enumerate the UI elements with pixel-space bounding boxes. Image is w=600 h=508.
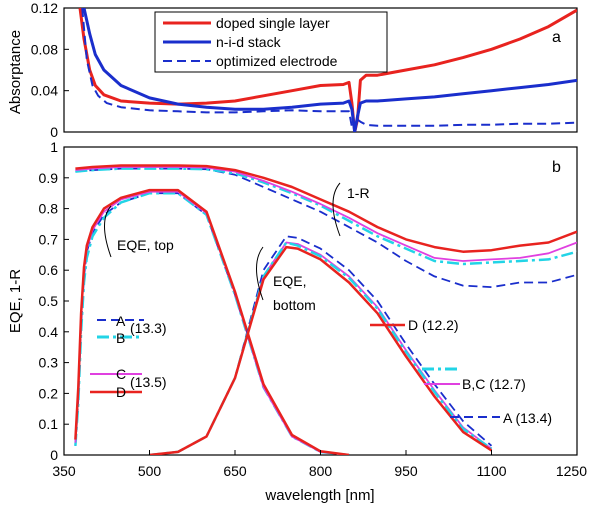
annotation-d-bottom: D (12.2)	[408, 317, 459, 333]
legend-label-optimized-electrode: optimized electrode	[216, 53, 338, 69]
legend-entry-n-i-d-stack: n-i-d stack	[163, 34, 282, 50]
annotation-eqe-bottom-2: bottom	[273, 297, 316, 313]
series-line-1-r-magenta	[75, 166, 577, 262]
x-tick-label: 350	[52, 463, 76, 479]
x-tick-label: 500	[138, 463, 162, 479]
x-tick-label: 950	[394, 463, 418, 479]
panel-b-y-axis: 0 0.1 0.2 0.3 0.4 0.5 0.6 0.7 0.8 0.9 1	[39, 139, 69, 463]
x-tick-label: 1100	[476, 463, 506, 479]
panel-b-y-axis-label: EQE, 1-R	[7, 269, 24, 333]
x-tick-label: 650	[223, 463, 247, 479]
series-line-doped-single-layer	[78, 8, 577, 132]
series-line-1-r-cyan	[75, 167, 577, 266]
legend-entry-doped-single-layer: doped single layer	[163, 15, 330, 31]
annotation-a-top: A	[116, 313, 126, 329]
panel-b-annotations: 1-R EQE, top EQE, bottom A B (13.3) C (1…	[116, 185, 552, 426]
x-tick-label: 1250	[556, 463, 587, 479]
annotation-eqe-bottom-1: EQE,	[273, 273, 306, 289]
annotation-1-r: 1-R	[347, 185, 370, 201]
panel-a-y-axis-label: Absorptance	[7, 30, 24, 114]
y-tick-label: 0.9	[39, 170, 59, 186]
y-tick-label: 0.04	[31, 83, 58, 99]
series-line-eqe-bottom-d	[149, 245, 493, 455]
y-tick-label: 0.3	[39, 355, 59, 371]
panel-b-x-axis-label: wavelength [nm]	[264, 487, 374, 504]
series-line-1-r-doped-single-layer	[75, 164, 577, 253]
y-tick-label: 0.12	[31, 0, 58, 16]
annotation-c-top: C	[116, 366, 126, 382]
panel-b: 0 0.1 0.2 0.3 0.4 0.5 0.6 0.7 0.8 0.9 1 350 500 650 8…	[7, 139, 587, 504]
y-tick-label: 0	[50, 447, 58, 463]
panel-b-label: b	[552, 159, 561, 176]
y-tick-label: 0.8	[39, 201, 59, 217]
y-tick-label: 0.7	[39, 231, 59, 247]
y-tick-label: 0.2	[39, 385, 59, 401]
series-line-eqe-top-d	[74, 188, 350, 455]
annotation-d-top: D	[116, 384, 126, 400]
y-tick-label: 1	[50, 139, 58, 155]
bracket-1-r	[332, 182, 341, 237]
legend-label-doped-single-layer: doped single layer	[216, 15, 330, 31]
annotation-13-3: (13.3)	[130, 320, 167, 336]
annotation-bc-bottom: B,C (12.7)	[462, 376, 526, 392]
legend-entry-optimized-electrode: optimized electrode	[163, 53, 338, 69]
legend-label-n-i-d-stack: n-i-d stack	[216, 34, 282, 50]
series-line-optimized-electrode	[81, 8, 577, 132]
y-tick-label: 0.4	[39, 324, 59, 340]
panel-a-label: a	[552, 29, 561, 46]
panel-b-series	[74, 164, 577, 455]
annotation-a-bottom: A (13.4)	[503, 410, 552, 426]
y-tick-label: 0.6	[39, 262, 59, 278]
x-tick-label: 800	[309, 463, 333, 479]
y-tick-label: 0.5	[39, 293, 59, 309]
annotation-b-top: B	[116, 330, 125, 346]
series-line-n-i-d-stack	[82, 8, 577, 132]
annotation-eqe-top: EQE, top	[117, 237, 174, 253]
panel-a-legend: doped single layer n-i-d stack optimized…	[154, 11, 388, 73]
panel-b-x-axis: 350 500 650 800 950 1100 1250	[52, 450, 587, 479]
panel-a-series	[78, 8, 577, 132]
panel-a: 0 0.04 0.08 0.12 Absorptance a doped single…	[7, 0, 578, 140]
bracket-eqe-top	[104, 205, 112, 258]
y-tick-label: 0.1	[39, 416, 59, 432]
y-tick-label: 0	[50, 124, 58, 140]
bracket-eqe-bottom	[256, 246, 264, 301]
annotation-13-5: (13.5)	[130, 374, 167, 390]
y-tick-label: 0.08	[31, 41, 58, 57]
panel-a-y-axis: 0 0.04 0.08 0.12	[31, 0, 69, 140]
